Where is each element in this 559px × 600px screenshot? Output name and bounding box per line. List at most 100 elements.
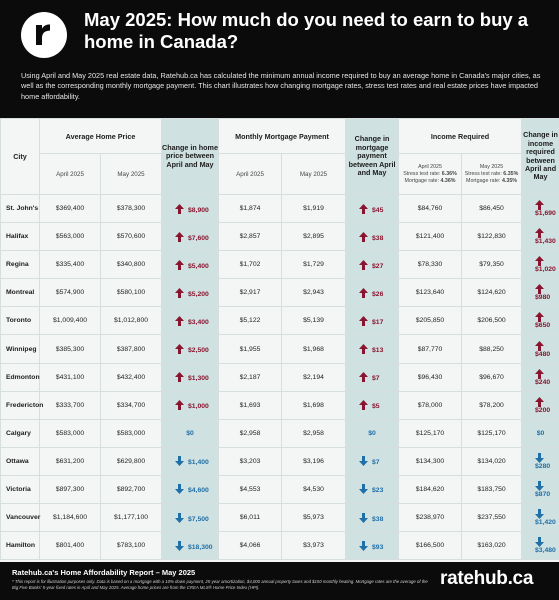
payment-change-value: $93 — [372, 543, 384, 551]
income-may: $237,550 — [461, 503, 523, 533]
payment-april: $1,693 — [218, 390, 282, 420]
price-change-value: $5,400 — [188, 262, 209, 270]
income-header: Income Required — [398, 118, 523, 154]
arrow-up-icon — [359, 203, 372, 214]
income-april: $166,500 — [398, 531, 463, 561]
table-row: Fredericton $333,700 $334,700 $1,000 $1,693 $… — [0, 390, 559, 420]
income-change-value: $480 — [535, 350, 551, 358]
city-name: Montreal — [0, 278, 40, 308]
payment-april: $4,553 — [218, 474, 282, 505]
income-may-mortgage-label: Mortgage rate: — [466, 177, 501, 184]
city-name: Edmonton — [0, 362, 40, 392]
income-april: $238,970 — [398, 503, 463, 533]
arrow-up-icon — [359, 344, 372, 355]
arrow-up-icon — [535, 396, 548, 407]
arrow-down-icon — [535, 480, 548, 491]
ratehub-wordmark: ratehub.ca — [440, 568, 534, 589]
price-may: $629,800 — [100, 446, 162, 476]
payment-change: $38 — [345, 503, 400, 533]
income-may-stress-label: Stress test rate: — [464, 170, 502, 177]
income-change-value: $980 — [535, 294, 551, 302]
arrow-down-icon — [359, 456, 372, 467]
income-may-stress-rate: Stress test rate: 6.35% — [462, 171, 521, 178]
price-change: $1,300 — [161, 362, 219, 392]
price-may: $783,100 — [100, 531, 162, 561]
income-april-mortgage-label: Mortgage rate: — [404, 177, 439, 184]
price-april: $1,009,400 — [39, 306, 101, 336]
price-change: $18,300 — [161, 531, 219, 561]
city-name: Calgary — [0, 418, 40, 448]
arrow-up-icon — [359, 259, 372, 270]
income-change: $1,690 — [521, 193, 559, 224]
price-change: $1,400 — [161, 446, 219, 476]
income-change-value: $240 — [535, 378, 551, 386]
affordability-table: City Average Home Price Change in home p… — [0, 118, 559, 561]
payment-change-value: $27 — [372, 262, 384, 270]
price-change: $5,200 — [161, 278, 219, 308]
payment-april: $2,857 — [218, 222, 282, 252]
income-april: $87,770 — [398, 334, 463, 364]
price-change: $5,400 — [161, 250, 219, 280]
arrow-up-icon — [175, 344, 188, 355]
arrow-down-icon — [175, 540, 188, 551]
payment-change: $38 — [345, 222, 400, 252]
price-change-value: $3,400 — [188, 318, 209, 326]
arrow-down-icon — [359, 512, 372, 523]
arrow-down-icon — [535, 452, 548, 463]
income-may: $183,750 — [461, 474, 523, 505]
income-april: $121,400 — [398, 222, 463, 252]
price-april: $333,700 — [39, 390, 101, 420]
arrow-up-icon — [535, 200, 548, 211]
payment-change-value: $5 — [372, 403, 380, 411]
payment-may: $5,139 — [280, 306, 347, 336]
price-april: $801,400 — [39, 531, 101, 561]
income-change-value: $650 — [535, 322, 551, 330]
arrow-down-icon — [175, 484, 188, 495]
income-change-value: $200 — [535, 406, 551, 414]
income-april: $125,170 — [398, 418, 463, 448]
price-may: $570,600 — [100, 222, 162, 252]
income-may: $122,830 — [461, 222, 523, 252]
price-change-value: $5,200 — [188, 290, 209, 298]
income-april: $84,760 — [398, 193, 463, 224]
page-title: May 2025: How much do you need to earn t… — [84, 9, 529, 52]
payment-may: $5,973 — [280, 503, 347, 533]
payment-change: $5 — [345, 390, 400, 420]
price-april: $431,100 — [39, 362, 101, 392]
payment-change-value: $0 — [368, 429, 376, 437]
group-header-row: City Average Home Price Change in home p… — [0, 118, 559, 195]
income-may: $88,250 — [461, 334, 523, 364]
payment-change: $17 — [345, 306, 400, 336]
income-april: $205,850 — [398, 306, 463, 336]
city-name: Winnipeg — [0, 334, 40, 364]
arrow-up-icon — [535, 312, 548, 323]
income-april: $123,640 — [398, 278, 463, 308]
payment-may: $2,943 — [280, 278, 347, 308]
arrow-up-icon — [175, 287, 188, 298]
price-april: $631,200 — [39, 446, 101, 476]
price-change-value: $0 — [186, 429, 194, 437]
payment-change-value: $45 — [372, 206, 384, 214]
price-may: $387,800 — [100, 334, 162, 364]
city-name: Ottawa — [0, 446, 40, 476]
price-change: $3,400 — [161, 306, 219, 336]
price-change-value: $7,500 — [188, 515, 209, 523]
payment-april: $3,203 — [218, 446, 282, 476]
payment-may: $3,973 — [280, 531, 347, 561]
income-april-header: April 2025 Stress test rate: 6.36% Mortg… — [398, 153, 463, 195]
arrow-up-icon — [359, 315, 372, 326]
table-row: Victoria $897,300 $892,700 $4,600 $4,553 $4,5… — [0, 474, 559, 505]
payment-may: $2,895 — [280, 222, 347, 252]
price-april-header: April 2025 — [39, 153, 101, 195]
income-change: $1,020 — [521, 250, 559, 280]
income-may: $163,020 — [461, 531, 523, 561]
price-change-value: $4,600 — [188, 487, 209, 495]
table-row: Montreal $574,900 $580,100 $5,200 $2,917 $2,9… — [0, 278, 559, 308]
income-change: $650 — [521, 306, 559, 336]
price-change: $1,000 — [161, 390, 219, 420]
payment-april: $4,066 — [218, 531, 282, 561]
footer-disclaimer: * This report is for illustration purpos… — [12, 579, 428, 590]
price-may: $432,400 — [100, 362, 162, 392]
income-change-value: $1,690 — [535, 210, 556, 218]
payment-may: $1,698 — [280, 390, 347, 420]
